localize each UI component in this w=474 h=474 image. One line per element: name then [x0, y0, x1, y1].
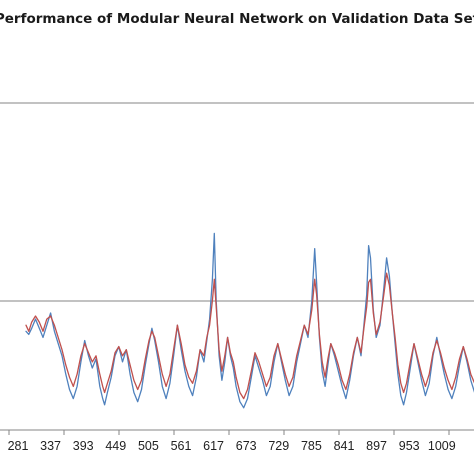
x-tick-layer: 281 337 393 449 505 561 617 673 729 785 841 897 953 1… — [8, 430, 456, 453]
x-tick-label-505: 505 — [138, 439, 159, 453]
x-tick-label-897: 897 — [366, 439, 387, 453]
x-tick-label-617: 617 — [203, 439, 224, 453]
chart-title: Performance of Modular Neural Network on… — [0, 11, 474, 27]
grid-layer — [0, 102, 474, 302]
x-tick-label-561: 561 — [171, 439, 192, 453]
x-tick-label-785: 785 — [301, 439, 322, 453]
x-tick-label-673: 673 — [236, 439, 257, 453]
x-tick-label-1009: 1009 — [428, 439, 456, 453]
series-layer — [25, 232, 474, 409]
x-tick-label-841: 841 — [334, 439, 355, 453]
x-tick-label-281: 281 — [8, 439, 29, 453]
series-line-1 — [25, 272, 474, 400]
x-tick-label-953: 953 — [399, 439, 420, 453]
x-tick-label-337: 337 — [40, 439, 61, 453]
x-tick-label-729: 729 — [268, 439, 289, 453]
x-tick-label-449: 449 — [105, 439, 126, 453]
x-tick-label-393: 393 — [73, 439, 94, 453]
